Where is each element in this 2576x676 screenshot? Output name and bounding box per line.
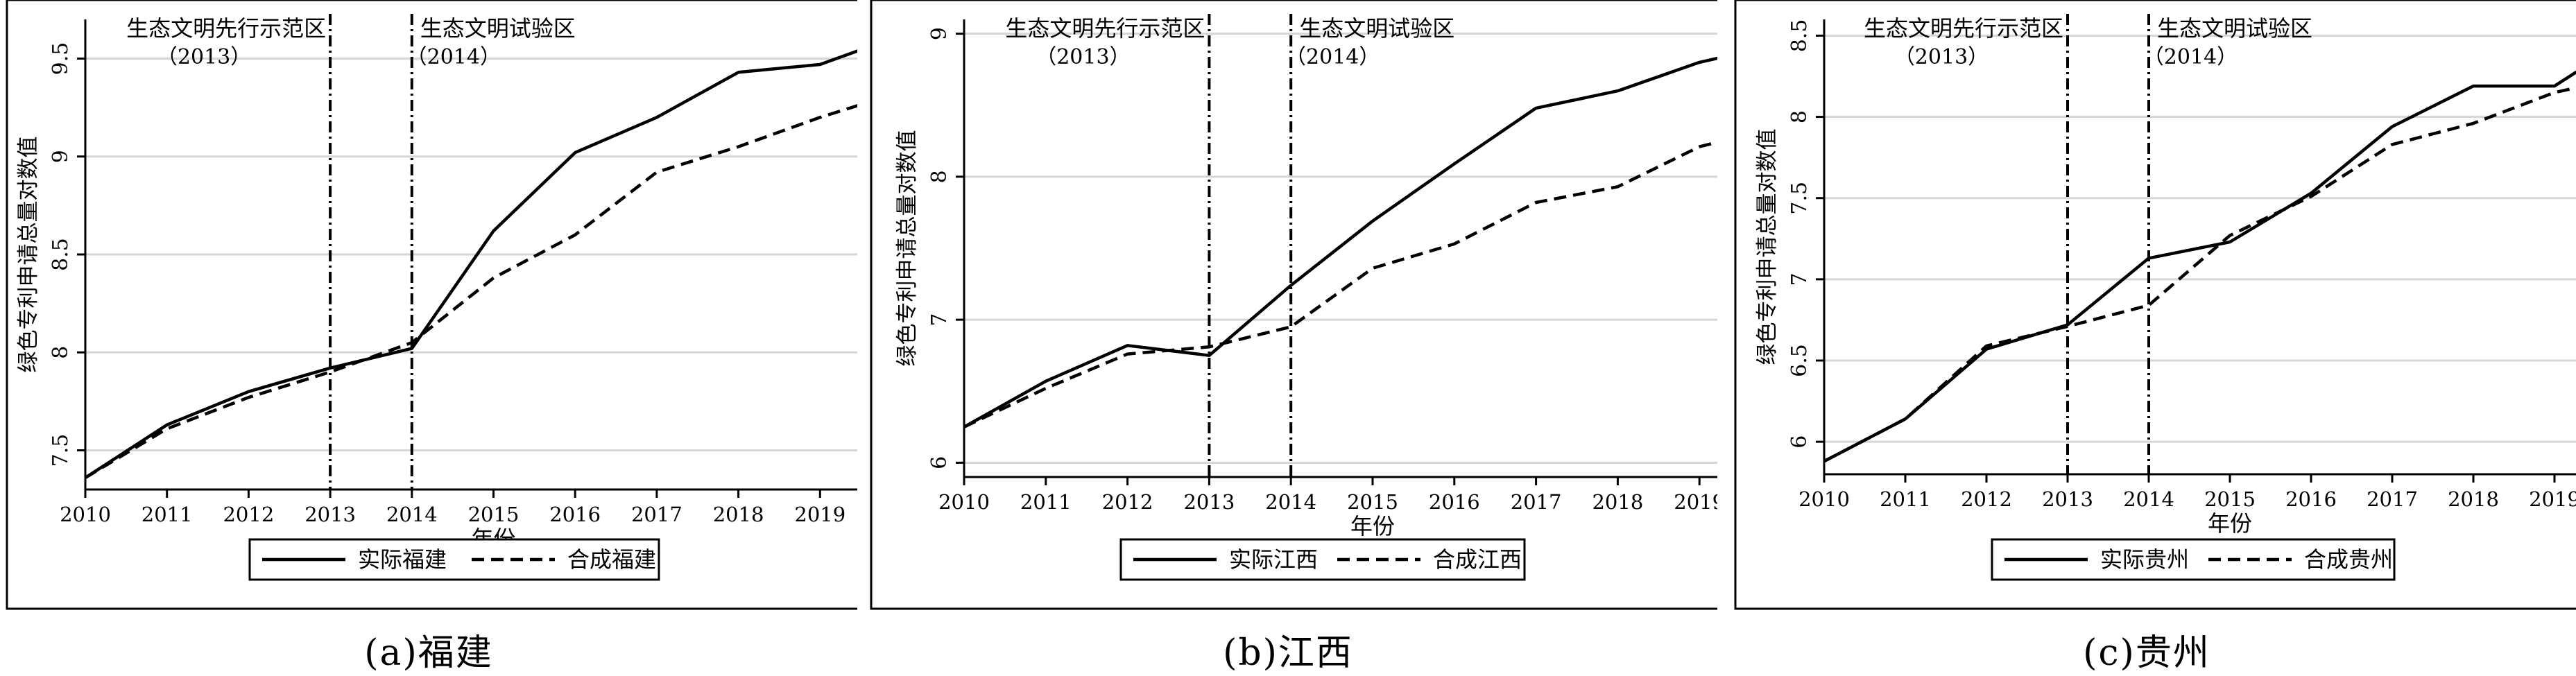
policy-label: 生态文明先行示范区: [1864, 15, 2063, 42]
series-line-actual: [84, 49, 857, 479]
legend-label: 合成江西: [1433, 546, 1522, 573]
x-tick-label: 2018: [713, 503, 764, 526]
y-tick-label: 8: [49, 346, 73, 359]
y-tick-label: 9: [927, 27, 952, 40]
x-tick-label: 2014: [2123, 487, 2174, 511]
legend-label: 实际福建: [358, 546, 447, 573]
policy-label: 生态文明试验区: [2157, 15, 2312, 42]
y-tick-label: 7: [1787, 272, 1812, 286]
x-tick-label: 2015: [468, 503, 520, 526]
policy-label: 生态文明试验区: [1299, 15, 1454, 42]
y-tick-label: 9: [49, 150, 73, 163]
x-tick-label: 2017: [631, 503, 682, 526]
y-tick-label: 7.5: [49, 434, 73, 467]
legend-label: 实际江西: [1229, 546, 1318, 573]
series-line-synthetic: [963, 140, 1717, 428]
legend-label: 实际贵州: [2100, 546, 2189, 573]
chart-guizhou: 6 6.5 7 7.5 8 8.5 2010 2011 2012 2013 2014 2015 2016…: [1734, 0, 2576, 610]
y-tick-label: 8.5: [49, 238, 73, 271]
x-tick-label: 2010: [60, 503, 111, 526]
x-tick-label: 2015: [2204, 487, 2256, 511]
x-axis-title: 年份: [2208, 510, 2252, 537]
series-line-actual: [963, 56, 1717, 428]
x-tick-label: 2013: [304, 503, 356, 526]
x-tick-label: 2011: [1020, 490, 1072, 514]
y-tick-label: 9.5: [49, 42, 73, 76]
policy-year-label: （2013）: [157, 45, 251, 69]
chart-jiangxi: 6 7 8 9 2010 2011 2012 2013 2014 2015 2016 2017 2018…: [870, 0, 1717, 610]
policy-year-label: （2013）: [1036, 45, 1130, 69]
x-tick-label: 2014: [386, 503, 438, 526]
x-tick-label: 2013: [1183, 490, 1235, 514]
x-tick-label: 2010: [1798, 487, 1850, 511]
x-tick-label: 2014: [1265, 490, 1316, 514]
policy-label: 生态文明试验区: [420, 15, 576, 42]
x-tick-label: 2017: [2367, 487, 2418, 511]
policy-label: 生态文明先行示范区: [1005, 15, 1205, 42]
x-tick-label: 2016: [549, 503, 601, 526]
chart-caption: (a)福建: [364, 632, 493, 674]
x-tick-label: 2018: [2448, 487, 2499, 511]
x-tick-label: 2011: [1880, 487, 1931, 511]
x-tick-label: 2015: [1347, 490, 1398, 514]
y-tick-label: 8: [1787, 110, 1812, 123]
y-axis-title: 绿色专利申请总量对数值: [895, 130, 920, 367]
y-tick-label: 8.5: [1787, 19, 1812, 53]
legend-label: 合成福建: [567, 546, 656, 573]
chart-fujian: 7.5 8 8.5 9 9.5 2010 2011 2012 2013 2014 2015 2016 2…: [6, 0, 857, 610]
y-tick-label: 6.5: [1787, 344, 1812, 377]
y-tick-label: 8: [927, 170, 952, 183]
x-tick-label: 2010: [938, 490, 990, 514]
chart-panel-fujian: 7.5 8 8.5 9 9.5 2010 2011 2012 2013 2014 2015 2016 2…: [0, 0, 857, 676]
y-axis-title: 绿色专利申请总量对数值: [16, 137, 41, 373]
panel-frame: [870, 0, 1717, 610]
series-line-synthetic: [84, 104, 857, 479]
x-tick-label: 2019: [1674, 490, 1717, 514]
x-tick-label: 2012: [223, 503, 274, 526]
y-tick-label: 6: [927, 456, 952, 469]
panel-frame: [1734, 0, 2576, 610]
legend-label: 合成贵州: [2304, 546, 2393, 573]
x-tick-label: 2019: [2529, 487, 2576, 511]
chart-panel-guizhou: 6 6.5 7 7.5 8 8.5 2010 2011 2012 2013 2014 2015 2016…: [1717, 0, 2576, 676]
y-tick-label: 7.5: [1787, 182, 1812, 215]
chart-panel-jiangxi: 6 7 8 9 2010 2011 2012 2013 2014 2015 2016 2017 2018…: [859, 0, 1717, 676]
chart-caption: (c)贵州: [2083, 632, 2210, 674]
y-tick-label: 6: [1787, 435, 1812, 449]
series-line-synthetic: [1823, 86, 2576, 463]
policy-year-label: （2013）: [1894, 45, 1989, 69]
x-tick-label: 2018: [1592, 490, 1643, 514]
x-tick-label: 2016: [1429, 490, 1480, 514]
x-tick-label: 2019: [794, 503, 845, 526]
x-tick-label: 2016: [2285, 487, 2337, 511]
y-axis-title: 绿色专利申请总量对数值: [1755, 129, 1780, 365]
panel-frame: [6, 0, 857, 610]
series-line-actual: [1823, 70, 2576, 463]
x-axis-title: 年份: [1350, 513, 1395, 539]
policy-label: 生态文明先行示范区: [126, 15, 326, 42]
policy-year-label: （2014）: [406, 45, 501, 69]
x-tick-label: 2013: [2042, 487, 2093, 511]
x-tick-label: 2017: [1511, 490, 1562, 514]
y-tick-label: 7: [927, 313, 952, 327]
chart-caption: (b)江西: [1223, 632, 1353, 674]
x-tick-label: 2012: [1102, 490, 1153, 514]
policy-year-label: （2014）: [2143, 45, 2238, 69]
policy-year-label: （2014）: [1285, 45, 1380, 69]
x-tick-label: 2011: [141, 503, 193, 526]
x-tick-label: 2012: [1961, 487, 2012, 511]
